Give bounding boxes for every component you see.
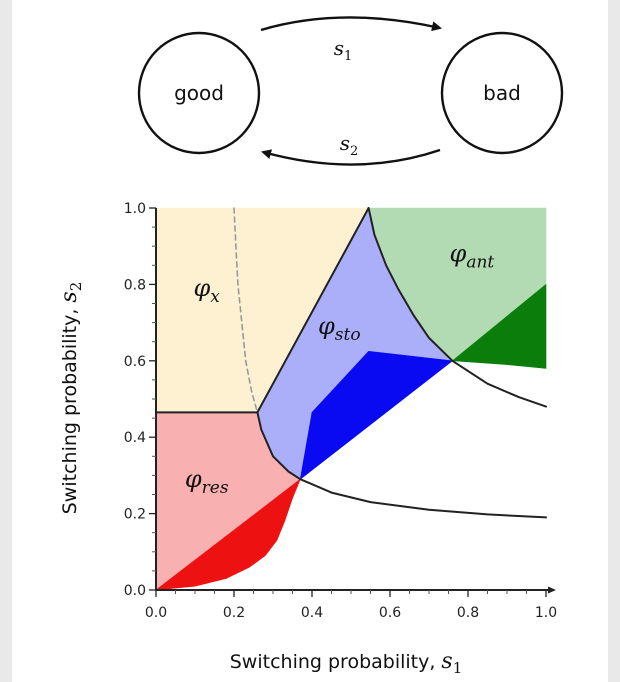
y-tick-label: 0.6	[124, 354, 146, 370]
region-label-phi-sto: φsto	[318, 312, 361, 345]
state-bad-circle	[440, 31, 564, 155]
x-tick-label: 0.4	[301, 605, 323, 621]
y-tick-label: 0.2	[124, 507, 146, 523]
region-phi-sto-dark	[299, 350, 454, 480]
state-good-label: good	[174, 81, 224, 105]
x-tick-label: 1.0	[535, 605, 557, 621]
chart-axes: 0.0 0.2 0.4 0.6 0.8 1.0 0.0 0.2 0.4 0.6 0.8 1.0	[124, 201, 557, 621]
y-tick-label: 0.4	[124, 430, 146, 446]
chart-boundaries	[155, 207, 547, 519]
x-tick-label: 0.0	[145, 605, 167, 621]
state-good-circle	[137, 31, 261, 155]
arrow-label-s2: s2	[340, 131, 359, 159]
x-axis-title: Switching probability, s1	[230, 649, 463, 677]
state-diagram: good bad s1 s2	[137, 16, 564, 166]
region-label-phi-res: φres	[185, 465, 229, 498]
chart-regions	[154, 207, 547, 591]
chart-region-labels: φx φres φsto φant	[185, 239, 495, 497]
arrow-good-to-bad	[260, 16, 442, 32]
figure-panel: good bad s1 s2 0.0 0.2 0.4 0.6 0.8 1.0 0.0 0.2 0…	[12, 0, 608, 682]
boundary-line-5	[233, 207, 259, 414]
arrow-label-s1: s1	[334, 36, 353, 64]
state-bad-label: bad	[483, 81, 521, 105]
x-tick-label: 0.8	[457, 605, 479, 621]
region-phi-res-dark	[154, 478, 301, 591]
region-label-phi-x: φx	[193, 274, 220, 307]
arrow-bad-to-good	[261, 148, 441, 166]
figure-svg: good bad s1 s2 0.0 0.2 0.4 0.6 0.8 1.00.00.20…	[57, 16, 564, 677]
x-tick-label: 0.6	[379, 605, 401, 621]
boundary-line-4	[367, 207, 547, 408]
boundary-line-3	[299, 478, 547, 519]
x-tick-label: 0.2	[223, 605, 245, 621]
region-phi-ant-dark	[451, 283, 547, 369]
y-axis-title: Switching probability,s2	[57, 282, 85, 515]
y-tick-label: 0.8	[124, 277, 146, 293]
region-label-phi-ant: φant	[450, 239, 495, 272]
boundary-line-1	[256, 207, 370, 414]
phase-chart: 0.0 0.2 0.4 0.6 0.8 1.00.00.20.40.60.81.0 φxφ…	[57, 201, 557, 677]
y-tick-label: 1.0	[124, 201, 146, 217]
boundary-line-2	[256, 411, 302, 481]
y-tick-label: 0.0	[124, 583, 146, 599]
x-axis-arrowhead	[548, 586, 556, 594]
